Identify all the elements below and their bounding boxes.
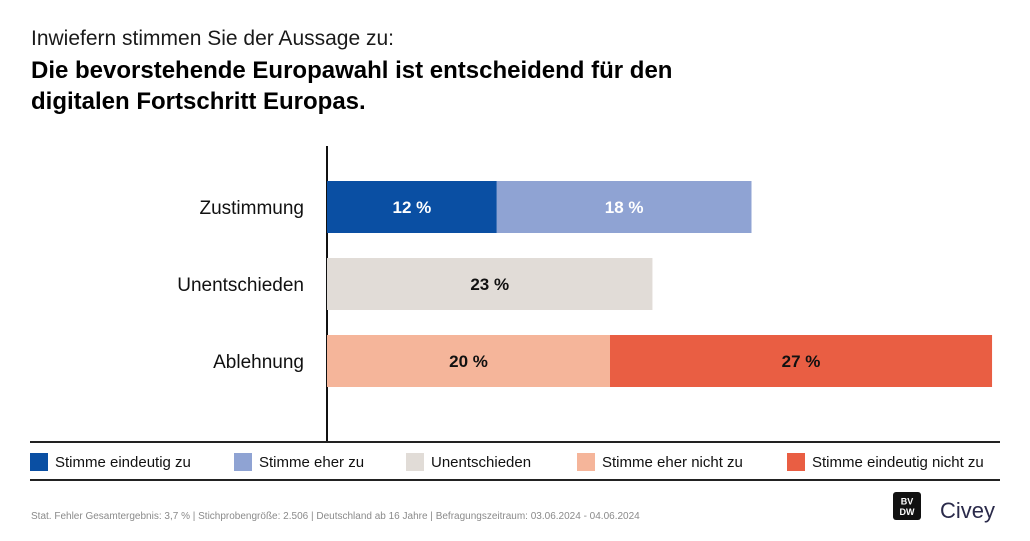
legend-swatch bbox=[406, 453, 424, 471]
bar-value-label: 23 % bbox=[470, 275, 509, 294]
legend-swatch bbox=[30, 453, 48, 471]
legend-label: Stimme eindeutig zu bbox=[55, 453, 191, 471]
legend-item: Stimme eindeutig nicht zu bbox=[787, 449, 984, 475]
bar-value-label: 20 % bbox=[449, 352, 488, 371]
bar-value-label: 27 % bbox=[782, 352, 821, 371]
bar-segment bbox=[327, 258, 653, 310]
legend-label: Stimme eher nicht zu bbox=[602, 453, 743, 471]
bar-segment bbox=[327, 335, 610, 387]
bar-segment bbox=[610, 335, 993, 387]
legend-item: Stimme eindeutig zu bbox=[30, 449, 191, 475]
bvdw-logo: BV DW bbox=[893, 492, 921, 520]
bar-chart: Zustimmung 12 % 18 % Unentschieden 23 % Ableh… bbox=[177, 146, 993, 441]
legend-item: Unentschieden bbox=[406, 449, 531, 475]
category-label: Unentschieden bbox=[177, 275, 304, 296]
svg-text:DW: DW bbox=[900, 507, 915, 517]
svg-text:BV: BV bbox=[901, 497, 914, 507]
bar-segment bbox=[496, 181, 752, 233]
bar-value-label: 12 % bbox=[393, 198, 432, 217]
legend-top-rule bbox=[30, 441, 1000, 443]
category-label: Ablehnung bbox=[213, 352, 304, 373]
legend-bottom-rule bbox=[30, 479, 1000, 481]
chart-legend: Stimme eindeutig zu Stimme eher zu Unentsc… bbox=[30, 449, 1005, 475]
civey-brand: Civey bbox=[940, 498, 996, 523]
legend-label: Unentschieden bbox=[431, 453, 532, 471]
legend-swatch bbox=[787, 453, 805, 471]
legend-item: Stimme eher zu bbox=[234, 449, 364, 475]
bar-value-label: 18 % bbox=[605, 198, 644, 217]
legend-item: Stimme eher nicht zu bbox=[577, 449, 743, 475]
legend-swatch bbox=[577, 453, 595, 471]
legend-label: Stimme eher zu bbox=[259, 453, 365, 471]
legend-label: Stimme eindeutig nicht zu bbox=[812, 453, 984, 471]
chart-subtitle: Inwiefern stimmen Sie der Aussage zu: bbox=[31, 27, 395, 50]
category-label: Zustimmung bbox=[199, 198, 304, 219]
survey-footnote: Stat. Fehler Gesamtergebnis: 3,7 % | Sti… bbox=[31, 511, 640, 522]
chart-title: Die bevorstehende Europawahl ist entsche… bbox=[31, 57, 673, 115]
bar-segment bbox=[327, 181, 497, 233]
legend-swatch bbox=[234, 453, 252, 471]
